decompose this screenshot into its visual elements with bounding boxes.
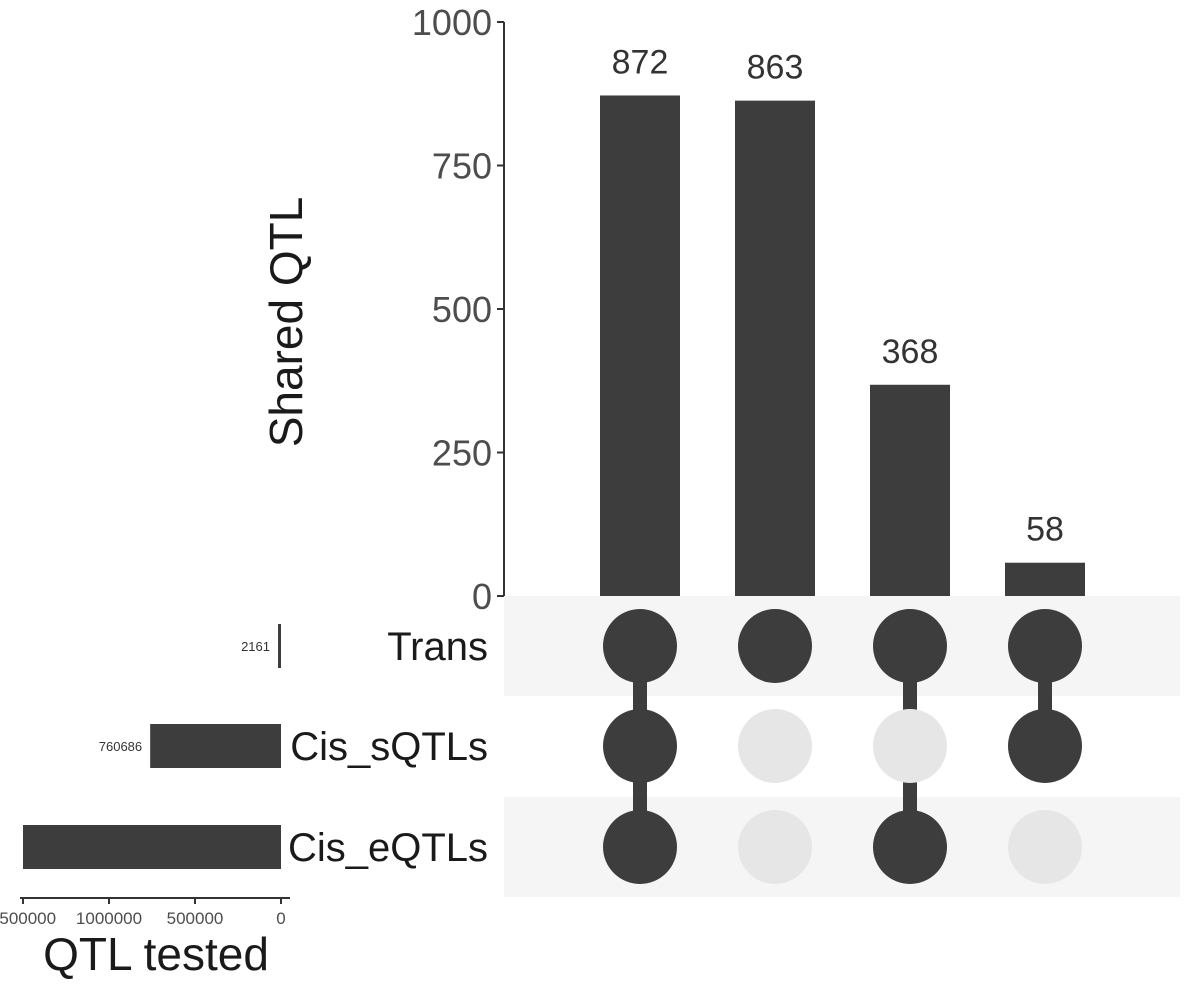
- bar-value-label: 368: [882, 333, 939, 371]
- intersection-bar: [1005, 562, 1085, 596]
- set-size-label: 760686: [99, 739, 142, 754]
- set-size-bar: [23, 825, 281, 869]
- intersection-bars: 872 863 368 58: [600, 43, 1085, 597]
- bar-value-label: 872: [612, 43, 669, 81]
- matrix-dot-filled: [1008, 709, 1082, 783]
- matrix-dot-empty: [1008, 810, 1082, 884]
- intersection-bar: [735, 100, 815, 596]
- y-axis-title: Shared QTL: [260, 197, 312, 448]
- set-label: Trans: [387, 625, 488, 669]
- bar-value-label: 58: [1026, 511, 1064, 549]
- intersection-bar: [870, 384, 950, 596]
- x-axis-title: QTL tested: [43, 928, 269, 980]
- x-tick-label: 500000: [167, 909, 224, 928]
- matrix-dot-filled: [873, 609, 947, 683]
- set-label: Cis_eQTLs: [288, 826, 488, 870]
- bar-value-label: 863: [747, 49, 804, 87]
- matrix-dot-empty: [738, 810, 812, 884]
- matrix-dot-filled: [873, 810, 947, 884]
- set-labels: Trans Cis_sQTLs Cis_eQTLs: [288, 625, 488, 870]
- set-size-bar: [150, 724, 281, 768]
- matrix-dot-filled: [603, 709, 677, 783]
- matrix-dot-filled: [738, 609, 812, 683]
- y-tick-label: 750: [432, 146, 492, 187]
- y-tick-label: 500: [432, 289, 492, 330]
- intersection-y-axis: 0 250 500 750 1000: [412, 2, 505, 617]
- x-tick-label: 1500000: [0, 909, 56, 928]
- matrix-dot-filled: [603, 810, 677, 884]
- intersection-bar: [600, 95, 680, 597]
- matrix-dot-empty: [873, 709, 947, 783]
- set-size-bars: 2161 760686: [23, 624, 281, 869]
- x-tick-label: 0: [276, 909, 285, 928]
- set-size-bar: [278, 624, 281, 668]
- set-size-label: 2161: [241, 639, 270, 654]
- x-tick-label: 1000000: [76, 909, 142, 928]
- y-tick-label: 250: [432, 433, 492, 474]
- matrix-dot-empty: [738, 709, 812, 783]
- set-size-x-axis: 1500000 1000000 500000 0: [0, 897, 290, 928]
- matrix-dot-filled: [1008, 609, 1082, 683]
- matrix-dot-filled: [603, 609, 677, 683]
- intersection-matrix: [603, 609, 1082, 884]
- y-tick-label: 1000: [412, 2, 492, 43]
- y-tick-label: 0: [472, 576, 492, 617]
- set-label: Cis_sQTLs: [290, 725, 488, 769]
